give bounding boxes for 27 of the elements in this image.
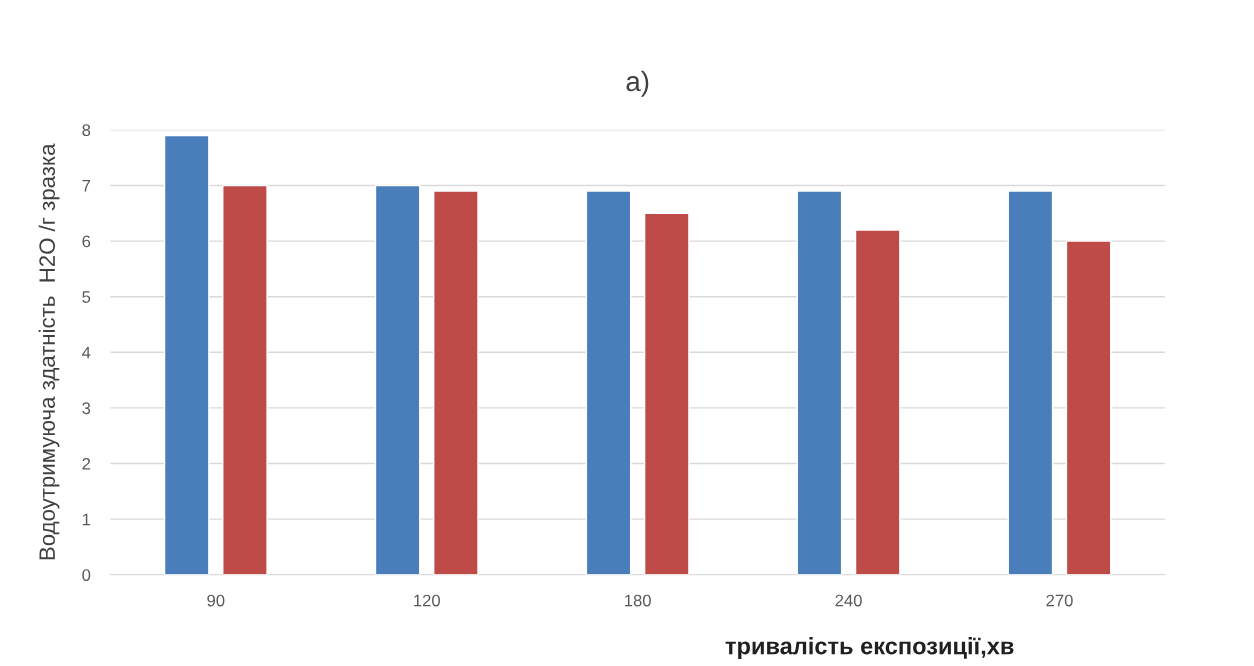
bar: [1065, 240, 1112, 575]
bar: [163, 134, 210, 575]
x-tick-label: 90: [207, 594, 225, 607]
y-tick-label: 8: [82, 124, 91, 137]
bar: [643, 212, 690, 575]
y-axis-title: Водоутримуюча здатність H2O /г зразка: [38, 143, 60, 560]
x-tick-label: 240: [835, 594, 862, 607]
bar: [374, 184, 421, 575]
y-tick-label: 7: [82, 180, 91, 192]
x-tick-label: 270: [1046, 594, 1073, 607]
y-tick-label: 4: [82, 346, 91, 359]
bar: [222, 184, 268, 575]
bar: [854, 229, 901, 575]
y-tick-label: 3: [82, 402, 91, 415]
y-tick-label: 1: [82, 513, 91, 526]
y-tick-label: 2: [82, 457, 91, 470]
x-tick-label: 120: [414, 594, 440, 607]
y-tick-label: 0: [82, 569, 91, 581]
x-axis-title: тривалість експозиції,хв: [725, 637, 1014, 660]
bar: [585, 190, 632, 575]
y-tick-label: 5: [82, 291, 91, 303]
x-tick-label: 180: [625, 594, 651, 607]
bar: [796, 190, 843, 575]
chart-title: a): [626, 70, 649, 97]
bar: [433, 190, 479, 575]
bar: [1007, 190, 1054, 575]
y-tick-label: 6: [82, 235, 91, 248]
